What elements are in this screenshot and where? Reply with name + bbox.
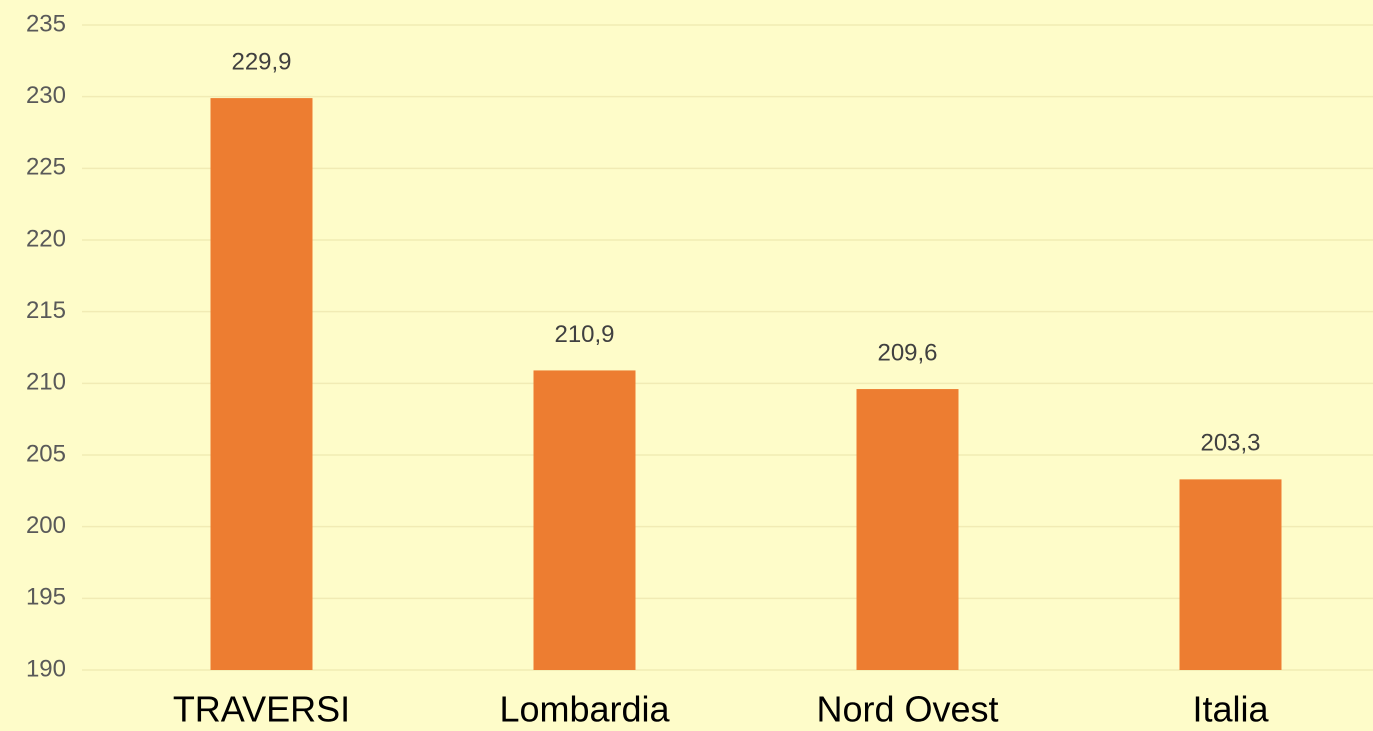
y-tick-label: 230 [26,82,66,109]
y-tick-label: 190 [26,655,66,682]
x-tick-label: Lombardia [499,689,670,730]
y-tick-label: 200 [26,512,66,539]
y-tick-label: 220 [26,225,66,252]
bar [210,98,313,671]
y-tick-label: 215 [26,297,66,324]
y-tick-label: 210 [26,369,66,396]
x-tick-label: Italia [1192,689,1269,730]
y-tick-label: 205 [26,440,66,467]
bar [533,370,636,670]
y-tick-label: 235 [26,10,66,37]
bar [856,389,959,670]
x-tick-label: Nord Ovest [816,689,998,730]
y-tick-label: 195 [26,584,66,611]
x-tick-label: TRAVERSI [173,689,350,730]
bar [1179,479,1282,670]
value-label: 209,6 [877,339,937,366]
value-label: 210,9 [554,321,614,348]
value-label: 203,3 [1200,430,1260,457]
y-tick-label: 225 [26,154,66,181]
value-label: 229,9 [231,48,291,75]
